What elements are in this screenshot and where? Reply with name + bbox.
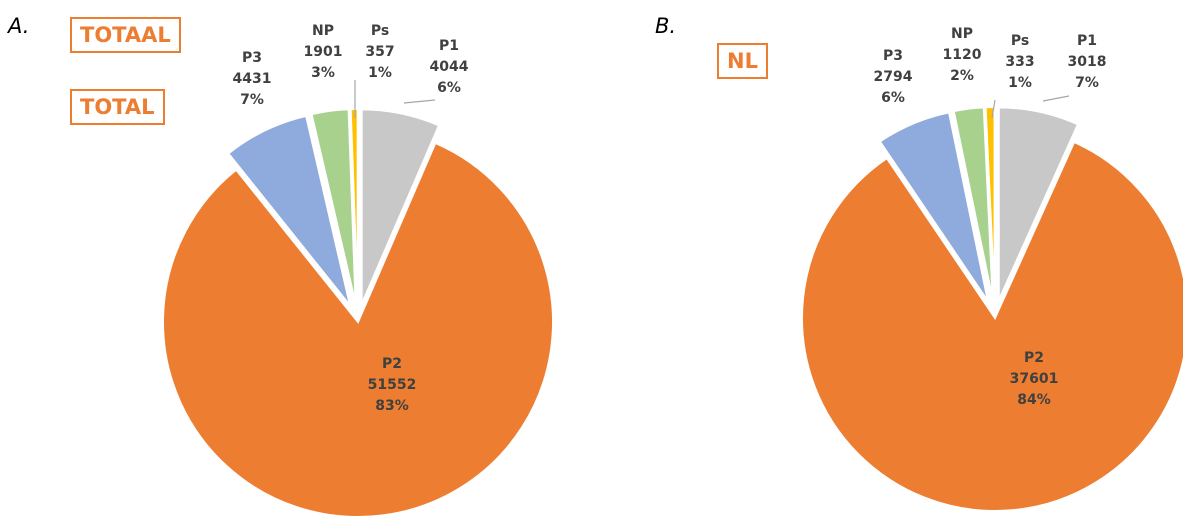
data-label-p3: P3 4431 7%: [233, 50, 272, 108]
pie-slice-np: [952, 106, 994, 301]
panel-a-title-totaal: TOTAAL: [70, 17, 181, 53]
data-label-p2: P2 37601 84%: [1010, 350, 1059, 408]
data-label-p2: P2 51552 83%: [368, 356, 417, 414]
data-label-np: NP 1120 2%: [943, 26, 982, 84]
data-label-ps: Ps 333 1%: [1005, 33, 1034, 91]
data-label-p3: P3 2794 6%: [874, 48, 913, 106]
data-label-p1: P1 4044 6%: [430, 38, 469, 96]
panel-b-title-nl: NL: [717, 43, 768, 79]
pie-slice-np: [310, 108, 357, 305]
leader-line-p1: [403, 99, 436, 104]
pie-slice-p2: [162, 141, 554, 518]
panel-a-letter: A.: [8, 14, 30, 38]
pie-slice-p1: [997, 106, 1080, 301]
pie-slice-p1: [360, 108, 441, 305]
pie-chart-total: P1 4044 6% P2 51552 83% P3 4431 7% NP 1901 3% Ps 357 1…: [162, 23, 554, 518]
data-label-ps: Ps 357 1%: [365, 23, 394, 81]
data-label-p1: P1 3018 7%: [1068, 33, 1107, 91]
data-label-np: NP 1901 3%: [304, 23, 343, 81]
leader-line-ps: [991, 99, 996, 119]
pie-slice-p2: [801, 140, 1183, 512]
panel-b-letter: B.: [655, 14, 677, 38]
pie-slice-ps: [984, 106, 996, 301]
pie-chart-nl: P1 3018 7% P2 37601 84% P3 2794 6% NP 1120 2% Ps 333 1…: [801, 26, 1183, 512]
pie-slice-p3: [878, 111, 989, 302]
pie-slice-p3: [226, 114, 352, 307]
leader-line-p1: [1042, 95, 1070, 102]
panel-a-title-total: TOTAL: [70, 89, 165, 125]
pie-slice-ps: [349, 108, 359, 305]
